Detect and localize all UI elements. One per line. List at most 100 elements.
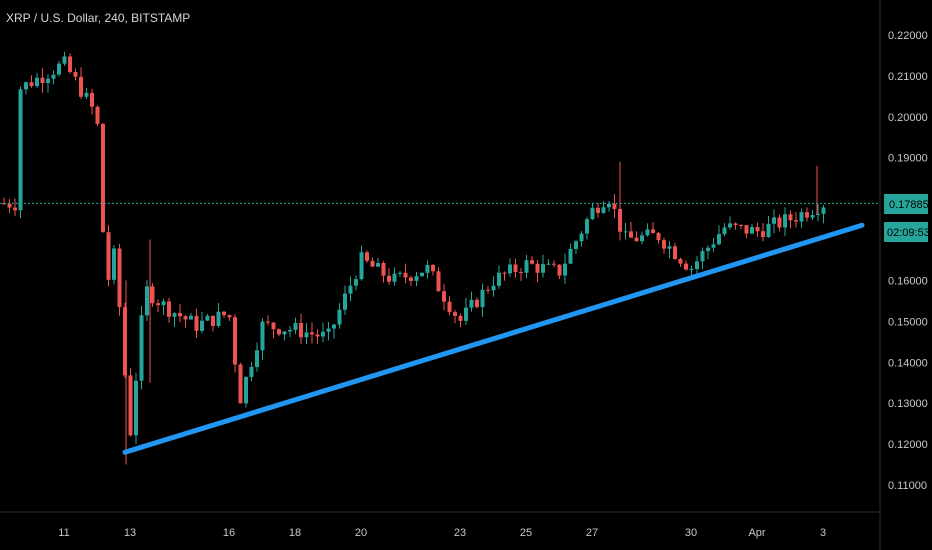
candle-up bbox=[821, 207, 826, 214]
candle-down bbox=[684, 263, 688, 270]
trendline[interactable] bbox=[122, 222, 865, 455]
candle-up bbox=[35, 77, 39, 87]
candle-down bbox=[29, 82, 34, 87]
candle-down bbox=[458, 315, 463, 321]
candle-up bbox=[607, 203, 611, 208]
candle-down bbox=[739, 224, 743, 226]
candle-up bbox=[260, 321, 265, 351]
time-tick-label: 3 bbox=[820, 527, 826, 539]
price-tick-label: 0.16000 bbox=[888, 275, 928, 287]
candle-down bbox=[73, 72, 78, 77]
time-tick-label: Apr bbox=[748, 527, 765, 539]
candle-down bbox=[150, 286, 155, 304]
candle-down bbox=[513, 264, 518, 272]
price-tick-label: 0.11000 bbox=[888, 480, 927, 492]
candle-down bbox=[90, 92, 94, 107]
candle-down bbox=[227, 315, 232, 318]
candle-up bbox=[255, 350, 259, 367]
candle-up bbox=[601, 207, 606, 213]
candle-up bbox=[717, 234, 721, 245]
time-axis[interactable]: 11 13 16 18 20 23 25 27 30 Apr 3 bbox=[58, 527, 826, 539]
candle-up bbox=[376, 263, 380, 267]
candle-down bbox=[662, 240, 666, 249]
candle-down bbox=[409, 277, 413, 281]
candle-down bbox=[596, 207, 600, 213]
candle-down bbox=[222, 311, 226, 316]
candle-down bbox=[475, 299, 479, 308]
candle-down bbox=[651, 229, 655, 234]
price-tick-label: 0.15000 bbox=[888, 316, 928, 328]
candle-down bbox=[233, 317, 237, 365]
candle-up bbox=[145, 286, 149, 316]
price-axis[interactable]: 0.22000 0.21000 0.20000 0.19000 0.16000 0.150… bbox=[888, 30, 928, 492]
candle-down bbox=[486, 289, 490, 291]
candles-layer bbox=[2, 51, 826, 465]
candle-down bbox=[365, 252, 369, 261]
candle-up bbox=[326, 328, 331, 332]
candle-up bbox=[497, 272, 501, 286]
candle-down bbox=[13, 207, 17, 211]
candle-down bbox=[761, 231, 765, 238]
candle-down bbox=[211, 315, 215, 326]
chart-title: XRP / U.S. Dollar, 240, BITSTAMP bbox=[6, 11, 191, 25]
time-tick-label: 18 bbox=[289, 527, 301, 539]
candle-down bbox=[794, 220, 798, 222]
candle-down bbox=[656, 233, 661, 241]
candle-down bbox=[156, 303, 160, 306]
candle-up bbox=[728, 223, 732, 228]
candle-down bbox=[552, 263, 556, 265]
price-tick-label: 0.19000 bbox=[888, 153, 928, 165]
candle-down bbox=[530, 260, 534, 264]
candle-down bbox=[7, 203, 12, 208]
candle-up bbox=[491, 285, 496, 291]
candle-down bbox=[315, 334, 320, 337]
candle-up bbox=[750, 227, 754, 234]
candle-down bbox=[271, 322, 276, 330]
candle-down bbox=[788, 214, 793, 221]
candle-up bbox=[508, 264, 512, 274]
candle-up bbox=[249, 366, 254, 377]
candle-down bbox=[629, 231, 633, 238]
candle-up bbox=[783, 214, 787, 228]
candle-up bbox=[524, 260, 529, 273]
candle-up bbox=[321, 331, 325, 337]
candle-down bbox=[266, 321, 270, 323]
candle-down bbox=[370, 260, 375, 267]
candle-up bbox=[623, 231, 628, 233]
candle-up bbox=[18, 89, 23, 211]
candle-up bbox=[337, 309, 342, 325]
candle-down bbox=[634, 237, 639, 242]
candle-up bbox=[689, 268, 694, 270]
candle-up bbox=[216, 311, 221, 326]
candle-up bbox=[546, 263, 551, 265]
candle-up bbox=[304, 332, 309, 338]
candle-up bbox=[392, 273, 397, 282]
price-tick-label: 0.20000 bbox=[888, 112, 928, 124]
candle-down bbox=[194, 315, 199, 331]
candle-down bbox=[612, 203, 617, 209]
price-tick-label: 0.14000 bbox=[888, 357, 928, 369]
candle-up bbox=[541, 264, 545, 273]
candle-up bbox=[244, 376, 248, 404]
candle-down bbox=[502, 272, 507, 274]
last-price-label: 0.17885 bbox=[889, 199, 929, 211]
candle-up bbox=[398, 272, 402, 274]
candle-up bbox=[359, 252, 364, 280]
candle-down bbox=[447, 301, 452, 313]
candle-down bbox=[755, 227, 760, 232]
candle-down bbox=[733, 223, 738, 225]
candle-up bbox=[348, 285, 353, 294]
candle-up bbox=[695, 261, 699, 269]
candle-up bbox=[139, 315, 144, 381]
candle-up bbox=[667, 246, 672, 249]
candle-down bbox=[123, 307, 127, 376]
price-tick-label: 0.21000 bbox=[888, 71, 928, 83]
candle-up bbox=[332, 324, 336, 329]
candle-up bbox=[205, 315, 210, 321]
time-tick-label: 30 bbox=[685, 527, 697, 539]
candle-up bbox=[766, 223, 771, 238]
time-tick-label: 20 bbox=[355, 527, 367, 539]
candle-up bbox=[134, 380, 138, 436]
candle-up bbox=[799, 212, 804, 222]
